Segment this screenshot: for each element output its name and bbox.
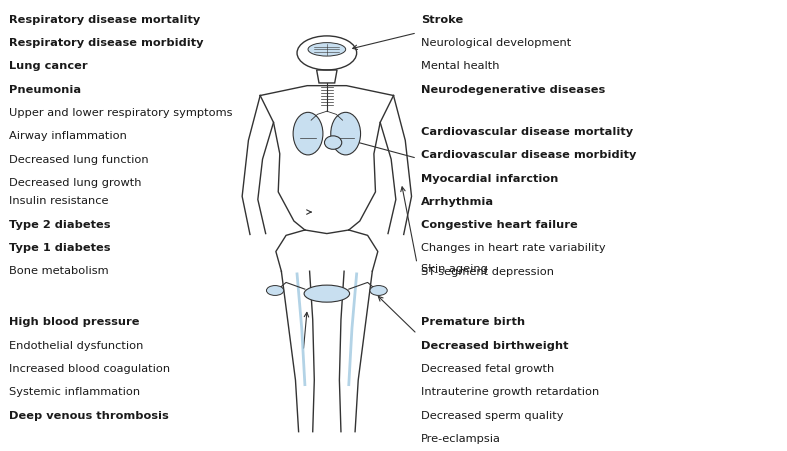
Text: Skin ageing: Skin ageing <box>421 263 488 274</box>
Text: Myocardial infarction: Myocardial infarction <box>421 174 558 184</box>
Text: Cardiovascular disease morbidity: Cardiovascular disease morbidity <box>421 150 637 160</box>
Text: Mental health: Mental health <box>421 61 500 71</box>
Text: Neurological development: Neurological development <box>421 38 571 48</box>
Text: Decreased sperm quality: Decreased sperm quality <box>421 410 563 421</box>
Text: Intrauterine growth retardation: Intrauterine growth retardation <box>421 387 599 397</box>
Ellipse shape <box>331 112 360 155</box>
Ellipse shape <box>308 43 345 56</box>
Ellipse shape <box>324 136 342 149</box>
Text: Respiratory disease mortality: Respiratory disease mortality <box>9 15 201 25</box>
Text: Insulin resistance: Insulin resistance <box>9 196 109 207</box>
Text: ST-segment depression: ST-segment depression <box>421 267 554 277</box>
Text: Pre-eclampsia: Pre-eclampsia <box>421 434 501 444</box>
Text: Congestive heart failure: Congestive heart failure <box>421 220 578 230</box>
Text: Decreased lung growth: Decreased lung growth <box>9 178 142 188</box>
Text: Bone metabolism: Bone metabolism <box>9 266 109 276</box>
Text: Systemic inflammation: Systemic inflammation <box>9 387 140 397</box>
Text: Deep venous thrombosis: Deep venous thrombosis <box>9 410 169 421</box>
Text: Endothelial dysfunction: Endothelial dysfunction <box>9 341 143 351</box>
Text: Increased blood coagulation: Increased blood coagulation <box>9 364 170 374</box>
Text: Lung cancer: Lung cancer <box>9 61 88 71</box>
Text: Decreased birthweight: Decreased birthweight <box>421 341 568 351</box>
Text: Arrhythmia: Arrhythmia <box>421 197 494 207</box>
Text: Pneumonia: Pneumonia <box>9 85 81 95</box>
Ellipse shape <box>293 112 323 155</box>
Text: Type 1 diabetes: Type 1 diabetes <box>9 243 111 253</box>
Text: High blood pressure: High blood pressure <box>9 318 140 327</box>
Text: Type 2 diabetes: Type 2 diabetes <box>9 220 111 230</box>
Text: Upper and lower respiratory symptoms: Upper and lower respiratory symptoms <box>9 108 233 118</box>
Text: Neurodegenerative diseases: Neurodegenerative diseases <box>421 85 605 95</box>
Ellipse shape <box>304 285 349 302</box>
Circle shape <box>370 285 387 295</box>
Text: Airway inflammation: Airway inflammation <box>9 131 127 141</box>
Text: Decreased lung function: Decreased lung function <box>9 155 149 165</box>
Text: Stroke: Stroke <box>421 15 464 25</box>
Text: Changes in heart rate variability: Changes in heart rate variability <box>421 244 605 253</box>
Circle shape <box>267 285 283 295</box>
Text: Cardiovascular disease mortality: Cardiovascular disease mortality <box>421 127 633 137</box>
Text: Decreased fetal growth: Decreased fetal growth <box>421 364 554 374</box>
Text: Premature birth: Premature birth <box>421 318 525 327</box>
Text: Respiratory disease morbidity: Respiratory disease morbidity <box>9 38 204 48</box>
